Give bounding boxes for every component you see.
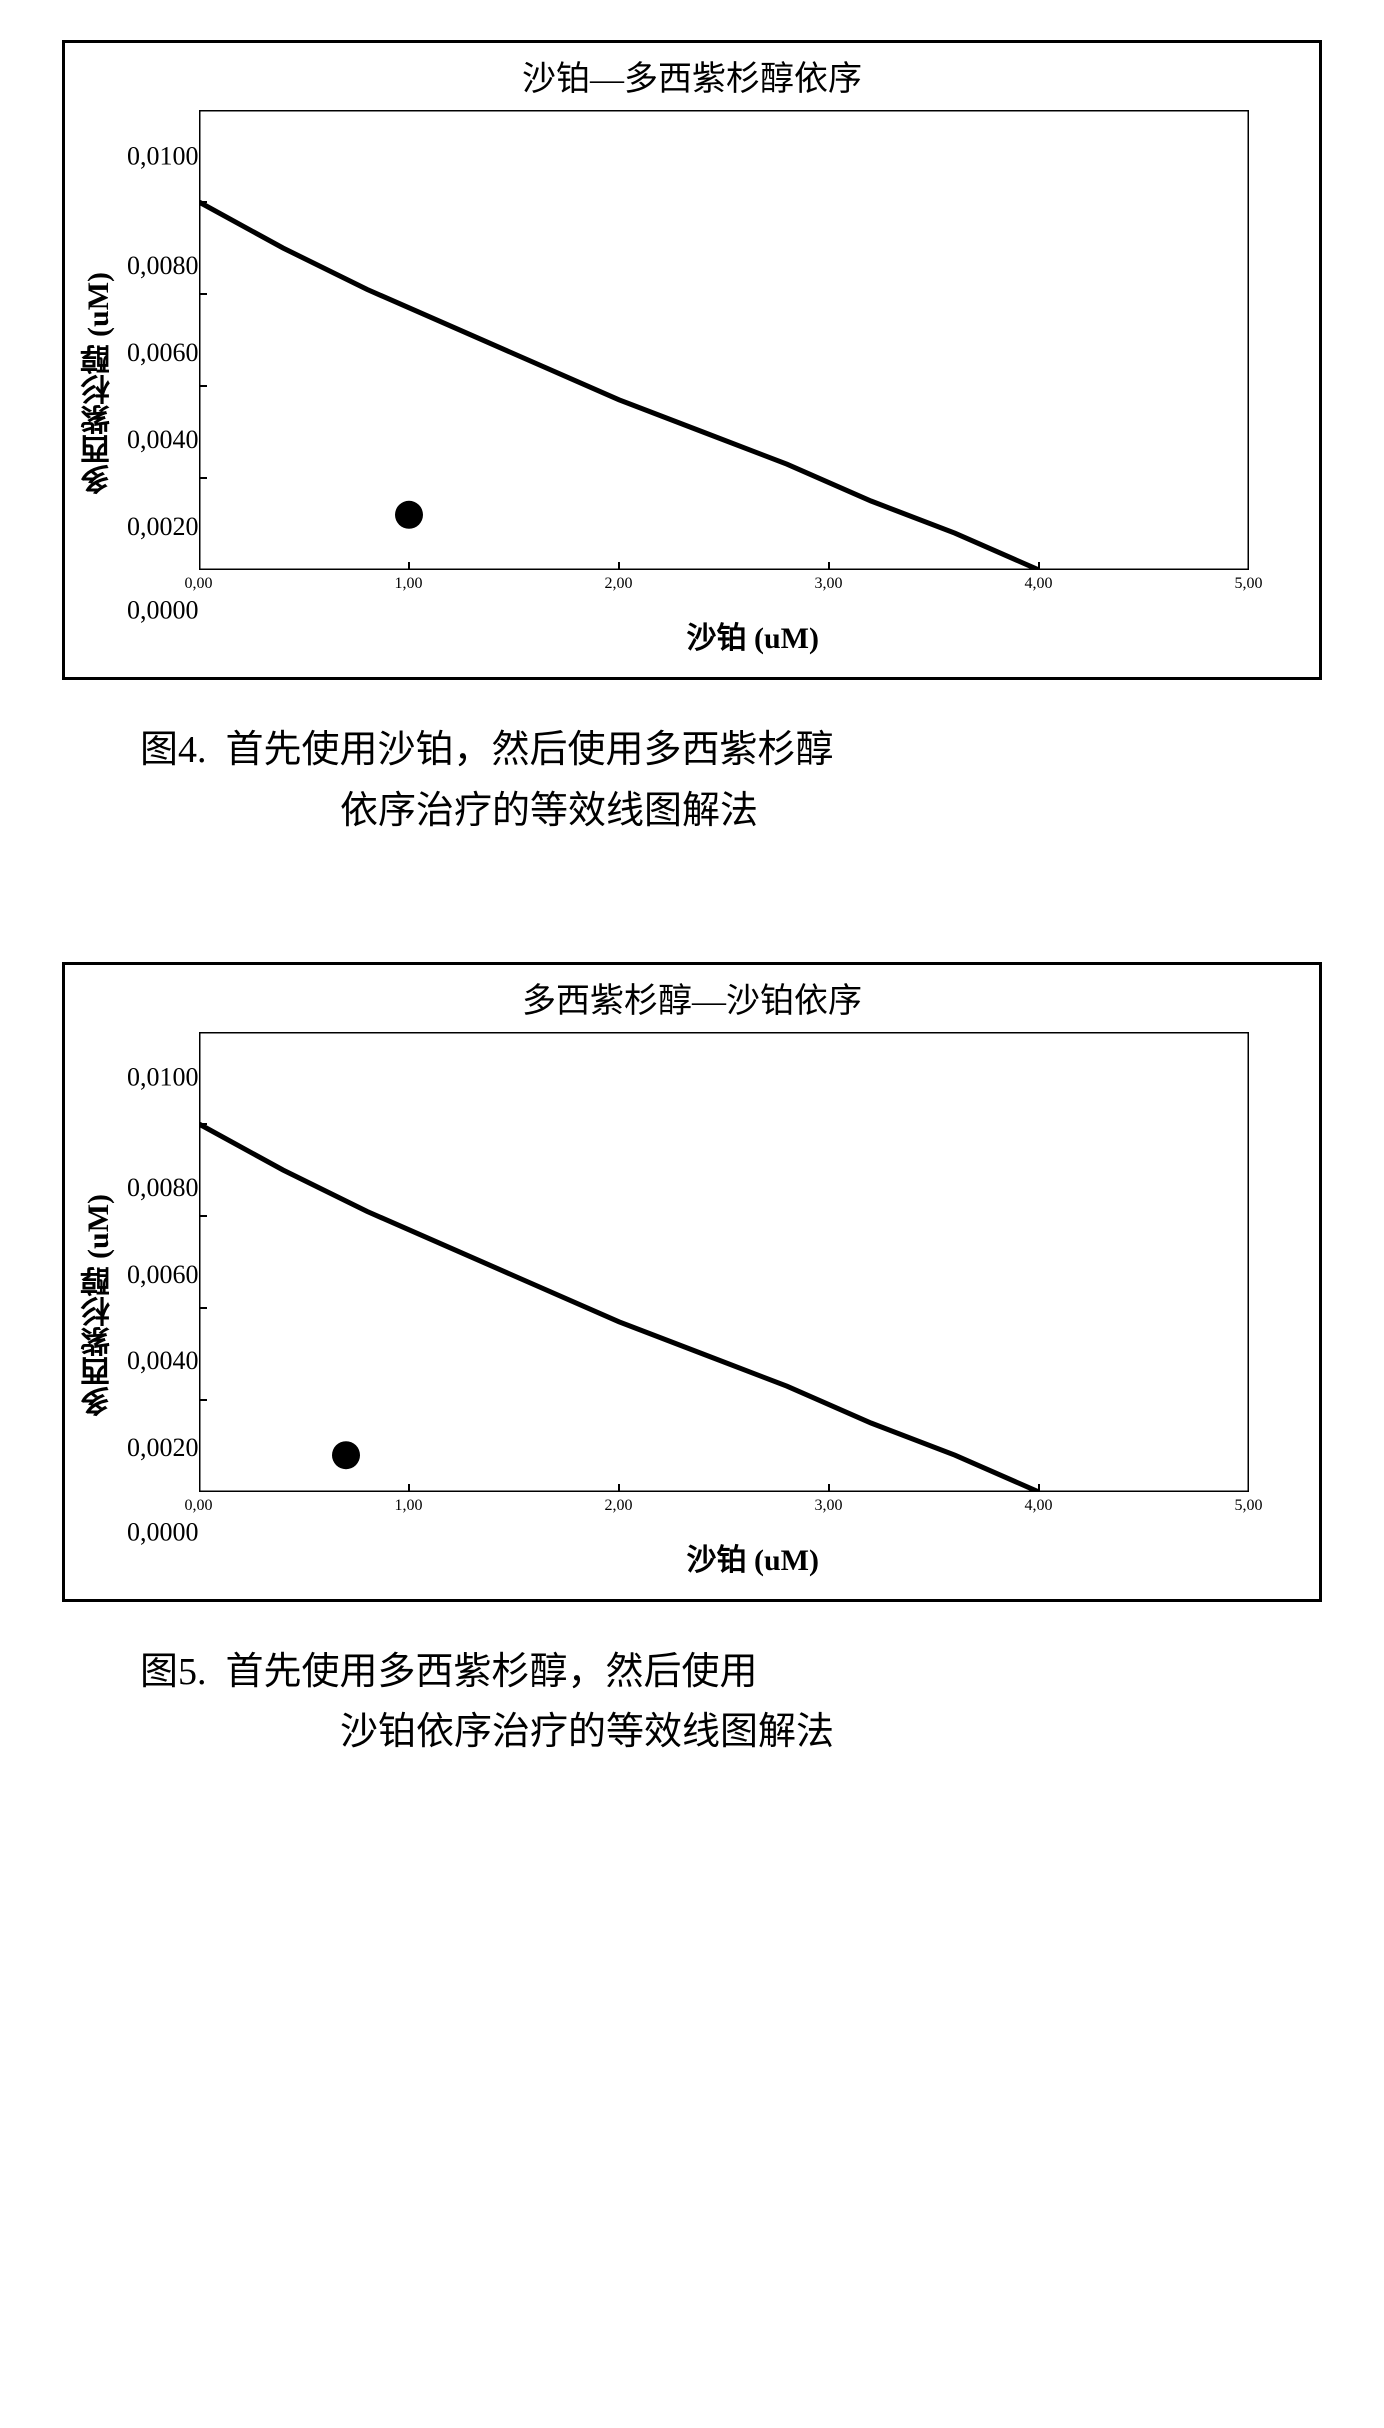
figure-5-x-axis-label: 沙铂 (uM) xyxy=(199,1535,1308,1579)
figure-5-chart-svg xyxy=(199,1032,1249,1492)
x-tick-label: 3,00 xyxy=(815,575,843,593)
x-tick-label: 0,00 xyxy=(185,575,213,593)
y-tick-label: 0,0080 xyxy=(127,253,199,279)
figure-5-block: 多西紫杉醇—沙铂依序 多西紫杉醇 (uM) 0,0100 0,0080 0,0060… xyxy=(60,962,1324,1764)
figure-4-x-axis-label: 沙铂 (uM) xyxy=(199,613,1308,657)
figure-4-caption-text2: 依序治疗的等效线图解法 xyxy=(140,790,758,832)
figure-4-x-ticks: 0,001,002,003,004,005,00 xyxy=(199,575,1249,605)
x-tick-label: 4,00 xyxy=(1025,575,1053,593)
y-tick-label: 0,0060 xyxy=(127,340,199,366)
figure-4-plot-wrap: 0,001,002,003,004,005,00 沙铂 (uM) xyxy=(199,110,1308,657)
figure-5-y-axis-label: 多西紫杉醇 (uM) xyxy=(77,1194,121,1416)
y-tick-label: 0,0020 xyxy=(127,514,199,540)
figure-5-caption-prefix: 图5. xyxy=(140,1651,207,1693)
figure-5-plot-wrap: 0,001,002,003,004,005,00 沙铂 (uM) xyxy=(199,1032,1308,1579)
figure-4-y-axis-label: 多西紫杉醇 (uM) xyxy=(77,272,121,494)
figure-4-caption-prefix: 图4. xyxy=(140,729,207,771)
figure-4-y-ticks: 0,01000,00800,00600,00400,00200,0000 xyxy=(127,154,199,614)
figure-4-block: 沙铂—多西紫杉醇依序 多西紫杉醇 (uM) 0,0100 0,0080 0,0060… xyxy=(60,40,1324,842)
x-tick-label: 3,00 xyxy=(815,1497,843,1515)
figure-4-chart-body: 多西紫杉醇 (uM) 0,01000,00800,00600,00400,002… xyxy=(77,110,1307,657)
figure-5-caption: 图5. 首先使用多西紫杉醇，然后使用 沙铂依序治疗的等效线图解法 xyxy=(60,1642,1324,1764)
figure-5-chart-body: 多西紫杉醇 (uM) 0,01000,00800,00600,00400,002… xyxy=(77,1032,1307,1579)
y-tick-label: 0,0000 xyxy=(127,1519,199,1545)
y-tick-label: 0,0040 xyxy=(127,1348,199,1374)
x-tick-label: 5,00 xyxy=(1235,1497,1263,1515)
y-tick-label: 0,0080 xyxy=(127,1175,199,1201)
y-tick-label: 0,0040 xyxy=(127,427,199,453)
y-tick-label: 0,0020 xyxy=(127,1435,199,1461)
x-tick-label: 2,00 xyxy=(605,1497,633,1515)
figure-5-chart-title: 多西紫杉醇—沙铂依序 xyxy=(77,973,1307,1022)
figure-4-caption: 图4. 首先使用沙铂，然后使用多西紫杉醇 依序治疗的等效线图解法 xyxy=(60,720,1324,842)
figure-5-chart-frame: 多西紫杉醇—沙铂依序 多西紫杉醇 (uM) 0,0100 0,0080 0,0060… xyxy=(62,962,1322,1602)
figure-4-chart-title: 沙铂—多西紫杉醇依序 xyxy=(77,51,1307,100)
figure-5-caption-text1: 首先使用多西紫杉醇，然后使用 xyxy=(226,1651,758,1693)
x-tick-label: 1,00 xyxy=(395,575,423,593)
x-tick-label: 0,00 xyxy=(185,1497,213,1515)
figure-5-y-ticks: 0,01000,00800,00600,00400,00200,0000 xyxy=(127,1075,199,1535)
x-tick-label: 5,00 xyxy=(1235,575,1263,593)
x-tick-label: 2,00 xyxy=(605,575,633,593)
figure-4-plot-area xyxy=(199,110,1308,575)
figure-4-caption-text1: 首先使用沙铂，然后使用多西紫杉醇 xyxy=(226,729,834,771)
figure-5-plot-area xyxy=(199,1032,1308,1497)
figure-5-x-ticks: 0,001,002,003,004,005,00 xyxy=(199,1497,1249,1527)
y-tick-label: 0,0000 xyxy=(127,598,199,624)
y-tick-label: 0,0060 xyxy=(127,1262,199,1288)
figure-4-chart-frame: 沙铂—多西紫杉醇依序 多西紫杉醇 (uM) 0,0100 0,0080 0,0060… xyxy=(62,40,1322,680)
figure-5-caption-text2: 沙铂依序治疗的等效线图解法 xyxy=(140,1711,834,1753)
y-tick-label: 0,0100 xyxy=(127,1065,199,1091)
figure-4-chart-svg xyxy=(199,110,1249,570)
y-tick-label: 0,0100 xyxy=(127,143,199,169)
x-tick-label: 4,00 xyxy=(1025,1497,1053,1515)
x-tick-label: 1,00 xyxy=(395,1497,423,1515)
